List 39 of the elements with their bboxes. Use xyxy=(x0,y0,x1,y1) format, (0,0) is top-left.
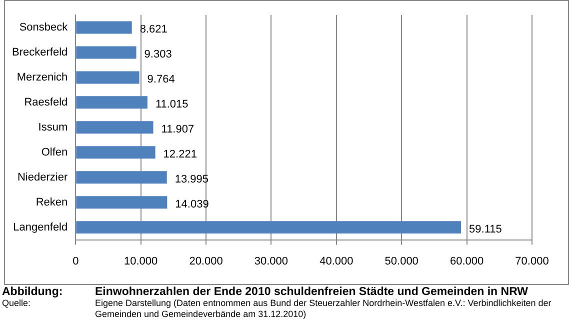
bar xyxy=(76,21,132,34)
y-tick-label: Reken xyxy=(36,196,68,208)
y-tick-label: Langenfeld xyxy=(13,221,68,234)
y-tick-label: Breckerfeld xyxy=(12,46,68,58)
bar xyxy=(76,121,154,134)
x-tick-label: 70.000 xyxy=(515,255,549,268)
y-tick-label: Niederzier xyxy=(17,171,68,184)
bar xyxy=(76,146,156,159)
data-label: 14.039 xyxy=(175,198,209,210)
bar xyxy=(76,46,136,59)
y-tick-label: Olfen xyxy=(41,146,68,158)
x-tick-label: 30.000 xyxy=(254,255,288,268)
bar xyxy=(76,96,148,109)
y-tick-label: Sonsbeck xyxy=(19,22,68,34)
x-tick-label: 0 xyxy=(72,255,79,268)
x-tick-label: 40.000 xyxy=(320,255,354,268)
bar xyxy=(76,171,167,184)
data-label: 11.015 xyxy=(155,98,188,110)
bar xyxy=(76,196,168,209)
x-tick-label: 60.000 xyxy=(450,255,484,268)
text: Abbildung: xyxy=(2,286,64,298)
x-tick-label: 10.000 xyxy=(124,255,158,268)
y-tick-label: Merzenich xyxy=(16,71,68,84)
text: Einwohnerzahlen der Ende 2010 schuldenfreien Städte und Gemeinden in NRW xyxy=(95,286,528,298)
bar xyxy=(76,71,140,84)
data-label: 9.303 xyxy=(144,48,172,60)
data-label: 12.221 xyxy=(163,148,197,160)
data-label: 13.995 xyxy=(174,173,209,186)
source-note: Quelle: xyxy=(2,298,32,310)
bar xyxy=(76,221,462,234)
y-tick-label: Issum xyxy=(38,121,68,134)
x-tick-label: 20.000 xyxy=(189,255,223,268)
data-label: 9.764 xyxy=(147,73,175,86)
data-label: 11.907 xyxy=(161,123,194,136)
y-tick-label: Raesfeld xyxy=(24,96,68,108)
text: Eigene Darstellung (Daten entnommen aus Bund der Steuerzahler Nordrhein-Westfalen e.V.: Verbindlichkeiten der Gemeinden und Gemeindeverbände am 31.12.2010) xyxy=(95,298,552,320)
x-tick-label: 50.000 xyxy=(384,255,418,268)
data-label: 8.621 xyxy=(140,24,168,36)
data-label: 59.115 xyxy=(469,223,502,236)
